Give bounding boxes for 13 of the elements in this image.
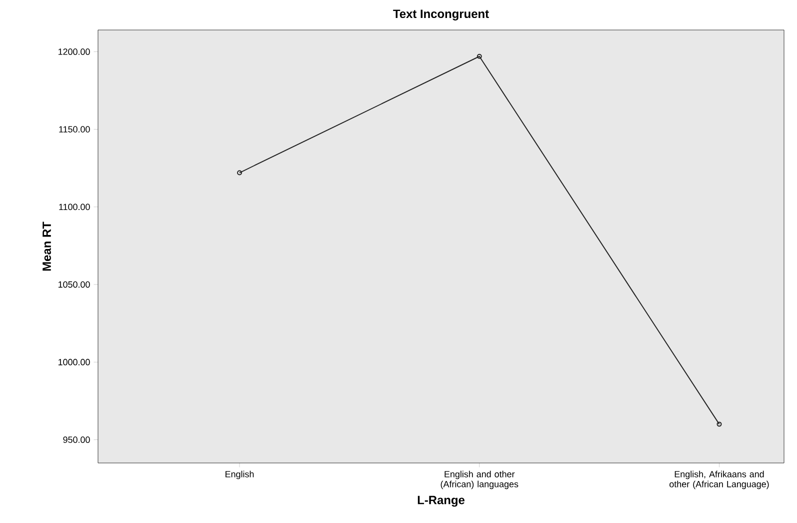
y-tick-label: 1100.00 bbox=[59, 204, 90, 210]
x-axis-title: L-Range bbox=[418, 496, 465, 507]
x-tick-label: English, Afrikaans and other (African Language) bbox=[670, 470, 769, 490]
y-tick-label: 1200.00 bbox=[58, 48, 90, 55]
y-tick-label: 950.00 bbox=[63, 436, 90, 443]
y-tick-label: 1000.00 bbox=[58, 358, 90, 366]
y-tick-label: 1050.00 bbox=[58, 281, 90, 288]
y-axis-title: Mean RT bbox=[42, 222, 51, 271]
y-tick-label: 1150.00 bbox=[59, 126, 90, 132]
chart-title: Text Incongruent bbox=[393, 10, 489, 20]
x-tick-label: English and other (African) languages bbox=[440, 470, 518, 490]
point bbox=[476, 54, 482, 59]
x-tick-label: English bbox=[226, 470, 254, 480]
